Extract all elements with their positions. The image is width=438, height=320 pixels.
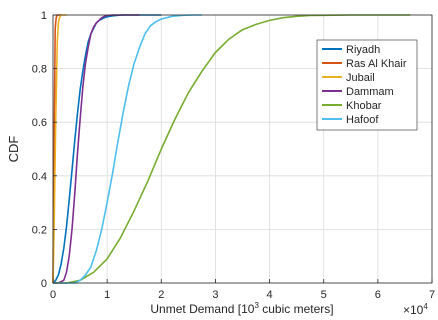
x-tick-label: 3 xyxy=(212,289,218,301)
y-tick-label: 0.6 xyxy=(32,117,47,129)
x-tick-label: 1 xyxy=(104,289,110,301)
x-axis-label-superscript: 3 xyxy=(254,301,259,310)
x-tick-label: 2 xyxy=(158,289,164,301)
legend-label-jubail: Jubail xyxy=(346,72,375,84)
y-tick-label: 0.4 xyxy=(32,171,47,183)
legend-label-hafoof: Hafoof xyxy=(346,114,379,126)
plot-frame xyxy=(52,14,433,284)
x-tick-label: 4 xyxy=(267,289,273,301)
y-tick-label: 0 xyxy=(41,278,47,290)
x-tick-label: 5 xyxy=(321,289,327,301)
x-tick-label: 7 xyxy=(429,289,435,301)
x-axis-label: Unmet Demand [103 cubic meters] xyxy=(150,301,333,316)
x-axis-label-prefix: Unmet Demand [10 xyxy=(150,302,254,316)
series-line-hafoof xyxy=(53,14,202,284)
x-axis-label-suffix: cubic meters] xyxy=(259,302,334,316)
x-axis-exponent: ×104 xyxy=(403,302,428,317)
legend: Riyadh Ras Al Khair Jubail Dammam Khobar Hafo… xyxy=(316,39,418,131)
legend-label-ras-al-khair: Ras Al Khair xyxy=(346,58,407,70)
legend-label-dammam: Dammam xyxy=(346,86,394,98)
y-tick-label: 0.8 xyxy=(32,64,47,76)
legend-label-khobar: Khobar xyxy=(346,100,382,112)
x-tick-label: 6 xyxy=(375,289,381,301)
y-axis-label: CDF xyxy=(6,136,21,163)
x-axis-exponent-power: 4 xyxy=(423,302,428,311)
axis-ticks: 0 1 2 3 4 5 6 7 0 0.2 0.4 0.6 0.8 1 xyxy=(32,10,435,301)
legend-box xyxy=(316,39,418,131)
x-axis-exponent-base: ×10 xyxy=(403,303,424,317)
y-tick-label: 0.2 xyxy=(32,224,47,236)
legend-label-riyadh: Riyadh xyxy=(346,44,380,56)
series-line-khobar xyxy=(53,14,411,284)
x-tick-label: 0 xyxy=(50,289,56,301)
y-tick-label: 1 xyxy=(41,10,47,22)
